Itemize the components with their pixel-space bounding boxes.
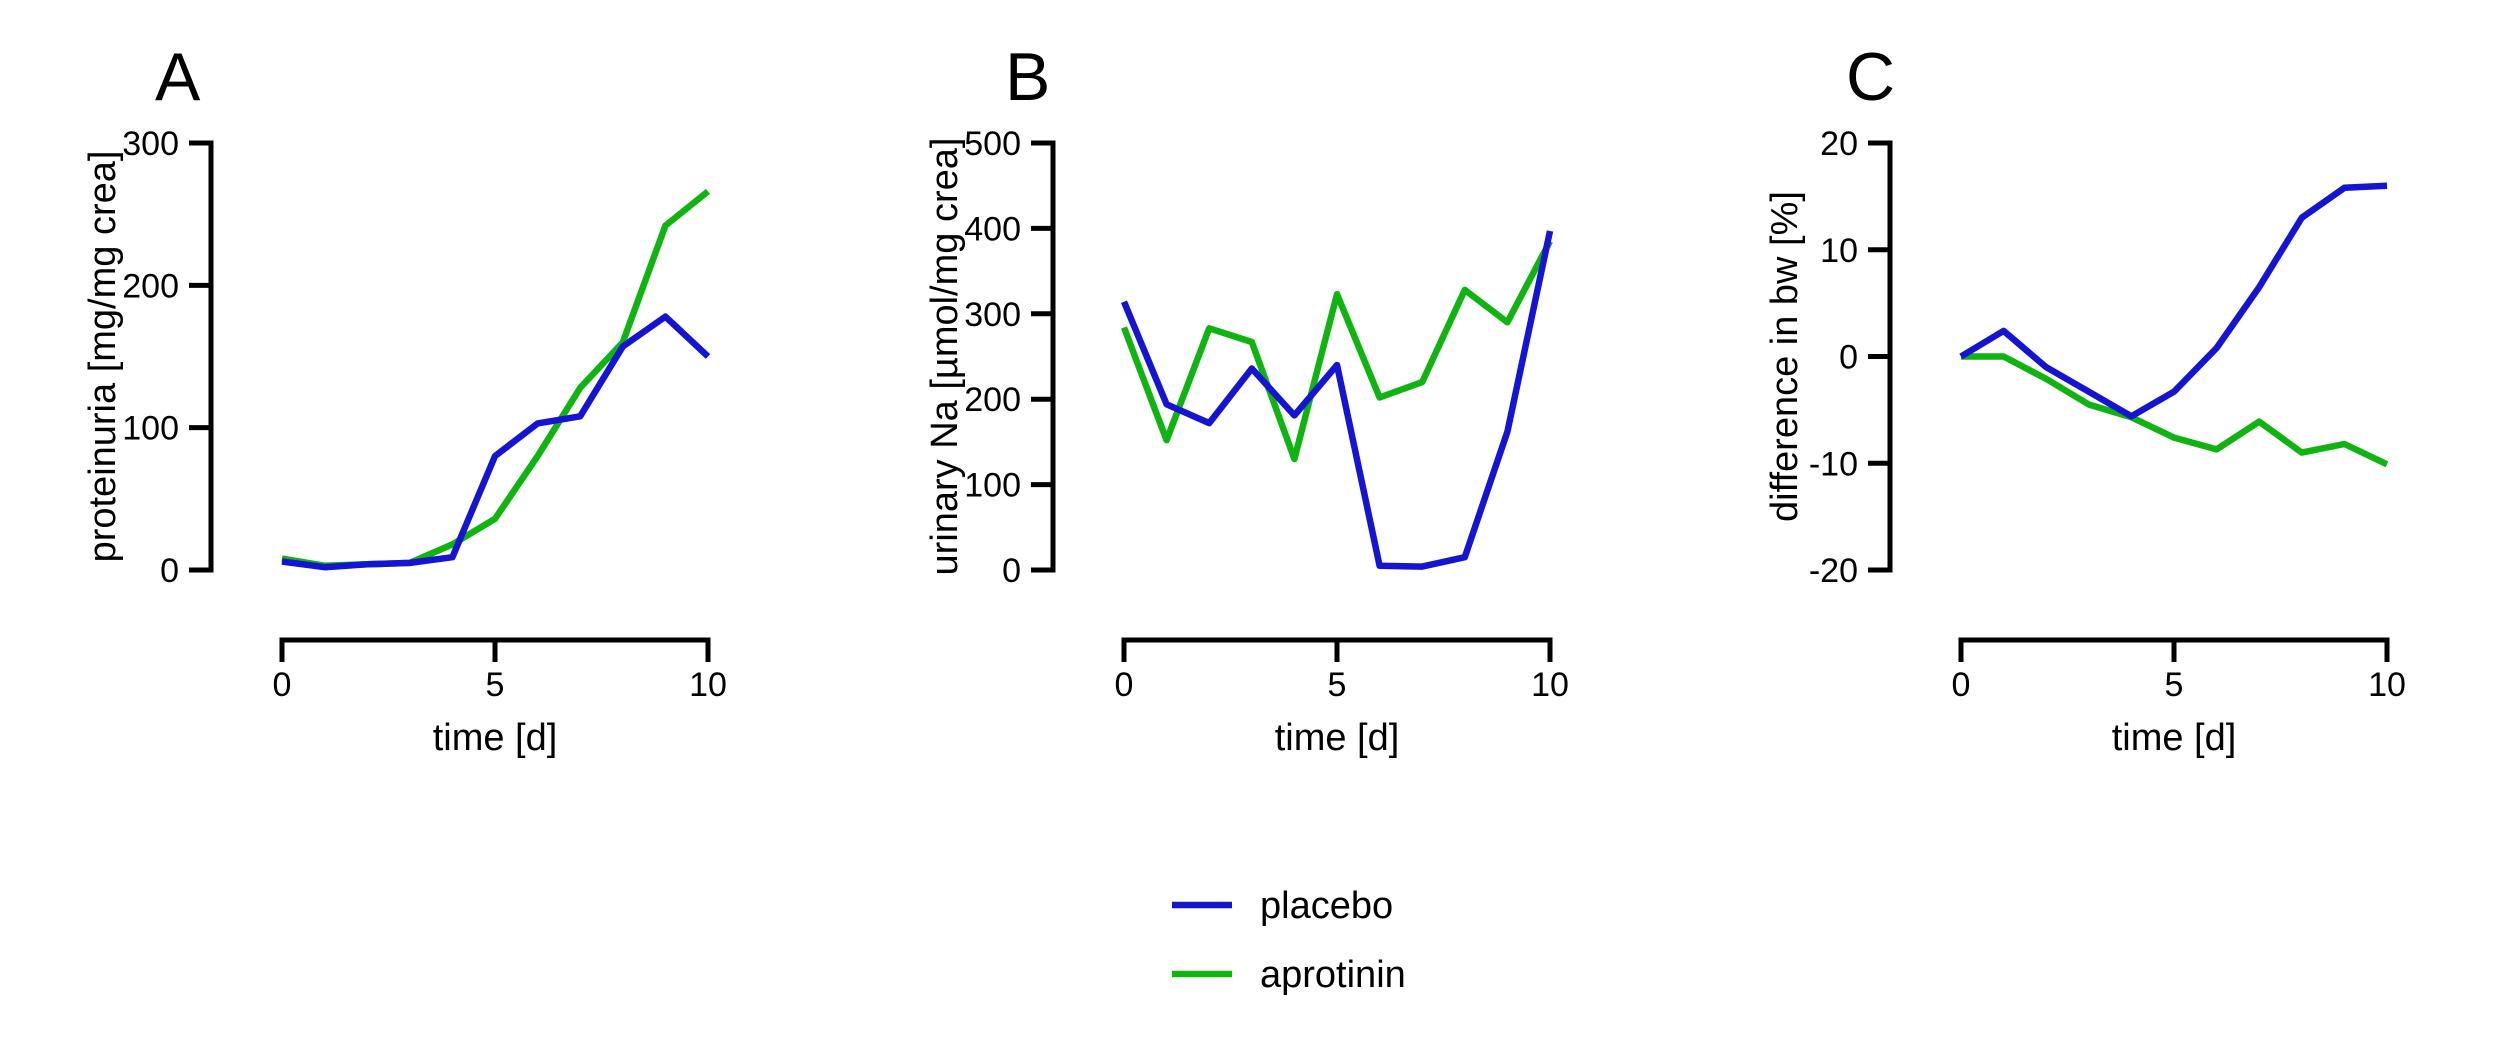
x-tick-label: 10 xyxy=(2368,666,2406,704)
y-tick-label: 0 xyxy=(160,552,179,590)
x-tick-label: 5 xyxy=(2165,666,2184,704)
chart-panel-c: C -20 -10 0 10 20 0 5 10 time [d] difference in bw… xyxy=(1764,39,2406,759)
y-axis-label: difference in bw [%] xyxy=(1764,191,1806,522)
chart-panel-b: B 0 100 200 300 400 500 0 5 10 time [d] urinary Na … xyxy=(924,39,1569,759)
chart-panel-a: A 0 100 200 300 0 5 10 time [d] proteinuria [mg/m… xyxy=(82,39,727,759)
x-tick-label: 5 xyxy=(486,666,505,704)
x-axis-label: time [d] xyxy=(433,717,558,759)
y-tick-label: 20 xyxy=(1820,125,1858,163)
y-tick-label: 0 xyxy=(1002,552,1021,590)
y-tick-label: 300 xyxy=(122,125,179,163)
series-line-aprotinin xyxy=(1961,353,2389,468)
panel-letter: A xyxy=(155,39,201,115)
series-line-aprotinin xyxy=(1120,239,1553,463)
x-tick-label: 10 xyxy=(689,666,727,704)
legend-item-aprotinin: aprotinin xyxy=(1172,954,1406,996)
x-tick-label: 0 xyxy=(1115,666,1134,704)
panel-letter: B xyxy=(1005,39,1050,115)
legend-label-aprotinin: aprotinin xyxy=(1260,954,1406,996)
y-axis-label: proteinuria [mg/mg crea] xyxy=(82,151,124,563)
panel-letter: C xyxy=(1846,39,1895,115)
x-tick-label: 0 xyxy=(273,666,292,704)
series-line-placebo xyxy=(1120,230,1554,570)
y-tick-label: 200 xyxy=(964,381,1021,419)
y-tick-label: 200 xyxy=(122,267,179,305)
y-tick-label: -20 xyxy=(1809,552,1858,590)
x-tick-label: 5 xyxy=(1328,666,1347,704)
x-tick-label: 10 xyxy=(1531,666,1569,704)
legend: placebo aprotinin xyxy=(1172,885,1406,996)
y-tick-label: -10 xyxy=(1809,445,1858,483)
y-tick-label: 300 xyxy=(964,296,1021,334)
y-tick-label: 10 xyxy=(1820,232,1858,270)
legend-label-placebo: placebo xyxy=(1260,885,1393,927)
y-axis-label: urinary Na [µmol/mg crea] xyxy=(924,138,966,576)
y-tick-label: 100 xyxy=(122,410,179,448)
legend-item-placebo: placebo xyxy=(1172,885,1393,927)
y-tick-label: 400 xyxy=(964,210,1021,248)
series-line-placebo xyxy=(1959,182,2388,420)
series-line-aprotinin xyxy=(281,188,711,569)
x-axis-label: time [d] xyxy=(1275,717,1400,759)
y-tick-label: 100 xyxy=(964,467,1021,505)
series-line-placebo xyxy=(281,313,711,571)
x-tick-label: 0 xyxy=(1952,666,1971,704)
y-tick-label: 0 xyxy=(1839,339,1858,377)
x-axis-label: time [d] xyxy=(2112,717,2237,759)
y-tick-label: 500 xyxy=(964,125,1021,163)
